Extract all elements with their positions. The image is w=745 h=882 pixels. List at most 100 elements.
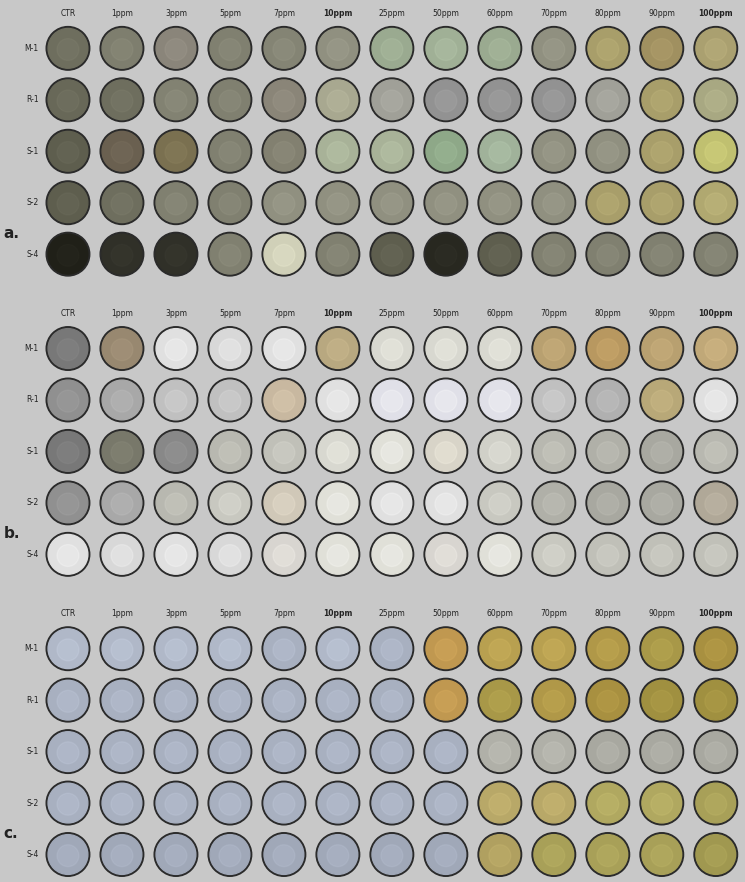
Circle shape: [370, 130, 413, 173]
Circle shape: [208, 430, 252, 474]
Circle shape: [219, 845, 241, 867]
Circle shape: [208, 181, 252, 225]
Circle shape: [48, 235, 88, 274]
Circle shape: [694, 533, 738, 576]
Circle shape: [478, 533, 522, 576]
Circle shape: [372, 834, 412, 874]
Circle shape: [264, 834, 304, 874]
Circle shape: [435, 691, 457, 713]
Circle shape: [532, 430, 576, 474]
Circle shape: [57, 339, 79, 361]
Circle shape: [640, 729, 684, 774]
Circle shape: [100, 833, 144, 877]
Circle shape: [316, 130, 360, 173]
Circle shape: [480, 483, 520, 523]
Circle shape: [588, 431, 628, 471]
Circle shape: [694, 481, 738, 525]
Circle shape: [372, 732, 412, 772]
Circle shape: [48, 834, 88, 874]
Circle shape: [586, 130, 630, 173]
Circle shape: [154, 378, 197, 422]
Circle shape: [597, 39, 619, 61]
Circle shape: [100, 627, 144, 670]
Circle shape: [210, 534, 250, 574]
Circle shape: [262, 481, 305, 525]
Circle shape: [156, 534, 196, 574]
Circle shape: [102, 534, 142, 574]
Circle shape: [640, 130, 684, 173]
Circle shape: [208, 781, 252, 825]
Circle shape: [534, 131, 574, 171]
Circle shape: [597, 339, 619, 361]
Circle shape: [165, 442, 187, 464]
Circle shape: [219, 390, 241, 412]
Circle shape: [543, 793, 565, 815]
Circle shape: [262, 181, 305, 225]
Circle shape: [480, 80, 520, 120]
Circle shape: [46, 26, 89, 71]
Circle shape: [370, 781, 413, 825]
Circle shape: [57, 141, 79, 163]
Circle shape: [435, 90, 457, 112]
Circle shape: [48, 783, 88, 823]
Circle shape: [694, 232, 738, 276]
Circle shape: [694, 181, 738, 225]
Circle shape: [532, 78, 576, 122]
Circle shape: [588, 131, 628, 171]
Circle shape: [46, 430, 89, 474]
Text: 80ppm: 80ppm: [595, 309, 621, 318]
Circle shape: [424, 729, 468, 774]
Circle shape: [435, 39, 457, 61]
Circle shape: [154, 26, 197, 71]
Circle shape: [327, 90, 349, 112]
Circle shape: [532, 326, 576, 370]
Circle shape: [318, 534, 358, 574]
Circle shape: [532, 833, 576, 877]
Circle shape: [489, 339, 511, 361]
Circle shape: [262, 729, 305, 774]
Circle shape: [543, 390, 565, 412]
Circle shape: [426, 732, 466, 772]
Circle shape: [318, 183, 358, 222]
Circle shape: [102, 431, 142, 471]
Circle shape: [318, 483, 358, 523]
Circle shape: [111, 141, 133, 163]
Circle shape: [424, 430, 468, 474]
Circle shape: [219, 339, 241, 361]
Circle shape: [154, 232, 197, 276]
Circle shape: [264, 131, 304, 171]
Circle shape: [316, 533, 360, 576]
Circle shape: [156, 783, 196, 823]
Circle shape: [586, 26, 630, 71]
Circle shape: [651, 639, 673, 661]
Circle shape: [370, 678, 413, 722]
Circle shape: [426, 783, 466, 823]
Circle shape: [588, 732, 628, 772]
Circle shape: [210, 629, 250, 669]
Circle shape: [154, 678, 197, 722]
Circle shape: [478, 130, 522, 173]
Circle shape: [705, 691, 726, 713]
Circle shape: [696, 680, 735, 720]
Circle shape: [705, 544, 726, 566]
Circle shape: [210, 834, 250, 874]
Text: S-1: S-1: [27, 747, 39, 756]
Circle shape: [478, 781, 522, 825]
Circle shape: [435, 244, 457, 266]
Circle shape: [316, 181, 360, 225]
Circle shape: [219, 442, 241, 464]
Circle shape: [57, 639, 79, 661]
Circle shape: [102, 329, 142, 369]
Circle shape: [694, 430, 738, 474]
Circle shape: [46, 481, 89, 525]
Circle shape: [154, 627, 197, 670]
Text: 60ppm: 60ppm: [486, 9, 513, 18]
Circle shape: [370, 378, 413, 422]
Circle shape: [532, 181, 576, 225]
Text: CTR: CTR: [60, 309, 75, 318]
Circle shape: [489, 544, 511, 566]
Circle shape: [46, 533, 89, 576]
Circle shape: [435, 141, 457, 163]
Circle shape: [694, 130, 738, 173]
Circle shape: [696, 534, 735, 574]
